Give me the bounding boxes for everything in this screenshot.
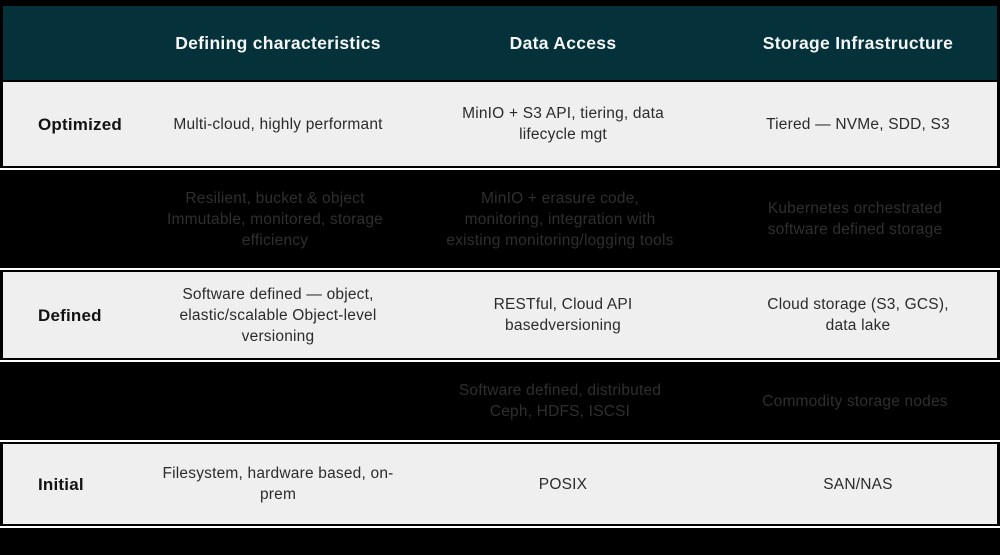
table-cell: SAN/NAS [713, 444, 1000, 524]
table-row-initial: Initial Filesystem, hardware based, on-p… [0, 442, 1000, 526]
table-cell: Resilient, bucket & object Immutable, mo… [140, 170, 410, 268]
table-row-optimized: Optimized Multi-cloud, highly performant… [0, 80, 1000, 168]
cell-text: Software defined, distributed Ceph, HDFS… [458, 382, 662, 420]
table-row-defined: Defined Software defined — object, elast… [0, 270, 1000, 360]
table-header-row: Defining characteristics Data Access Sto… [0, 0, 1000, 80]
cell-text: SAN/NAS [823, 475, 893, 493]
column-header-defining-characteristics: Defining characteristics [143, 6, 413, 80]
row-label-defined: Defined [38, 305, 102, 325]
row-label-empty [0, 362, 140, 440]
table-cell: MinIO + erasure code, monitoring, integr… [410, 170, 710, 268]
table-cell: POSIX [413, 444, 713, 524]
cell-text: POSIX [538, 475, 588, 493]
cell-text: Cloud storage (S3, GCS), data lake [767, 296, 949, 334]
column-header-label: Defining characteristics [175, 32, 381, 53]
column-header-label: Storage Infrastructure [762, 32, 954, 53]
table-cell: Software defined — object, elastic/scala… [143, 272, 413, 358]
cell-text: MinIO + erasure code, monitoring, integr… [446, 189, 674, 249]
row-label-optimized: Optimized [38, 114, 122, 134]
table-cell: Cloud storage (S3, GCS), data lake [713, 272, 1000, 358]
table-cell: Software defined, distributed Ceph, HDFS… [410, 362, 710, 440]
bottom-strip [0, 526, 1000, 555]
table-row-dimmed-resilient: Resilient, bucket & object Immutable, mo… [0, 168, 1000, 270]
table-cell: Tiered — NVMe, SDD, S3 [713, 82, 1000, 166]
row-label-empty [0, 170, 140, 268]
table-cell: Kubernetes orchestrated software defined… [710, 170, 1000, 268]
table-cell [140, 362, 410, 440]
cell-text: Kubernetes orchestrated software defined… [767, 200, 943, 238]
cell-text: Multi-cloud, highly performant [173, 115, 383, 133]
table-cell: Filesystem, hardware based, on-prem [143, 444, 413, 524]
header-corner-cell [3, 6, 143, 80]
column-header-data-access: Data Access [413, 6, 713, 80]
table-cell: Multi-cloud, highly performant [143, 82, 413, 166]
column-header-storage-infrastructure: Storage Infrastructure [713, 6, 1000, 80]
column-header-label: Data Access [509, 32, 617, 53]
cell-text: RESTful, Cloud API basedversioning [493, 296, 633, 334]
table-row-dimmed-managed: Software defined, distributed Ceph, HDFS… [0, 360, 1000, 442]
cell-text: Tiered — NVMe, SDD, S3 [766, 115, 950, 133]
table-cell: MinIO + S3 API, tiering, data lifecycle … [413, 82, 713, 166]
cell-text: Filesystem, hardware based, on-prem [162, 465, 394, 503]
table-cell: RESTful, Cloud API basedversioning [413, 272, 713, 358]
table-cell: Commodity storage nodes [710, 362, 1000, 440]
cell-text: Resilient, bucket & object Immutable, mo… [166, 189, 383, 249]
cell-text: Software defined — object, elastic/scala… [179, 285, 377, 345]
cell-text: Commodity storage nodes [762, 392, 948, 410]
row-label-initial: Initial [38, 474, 84, 494]
cell-text: MinIO + S3 API, tiering, data lifecycle … [462, 105, 664, 143]
